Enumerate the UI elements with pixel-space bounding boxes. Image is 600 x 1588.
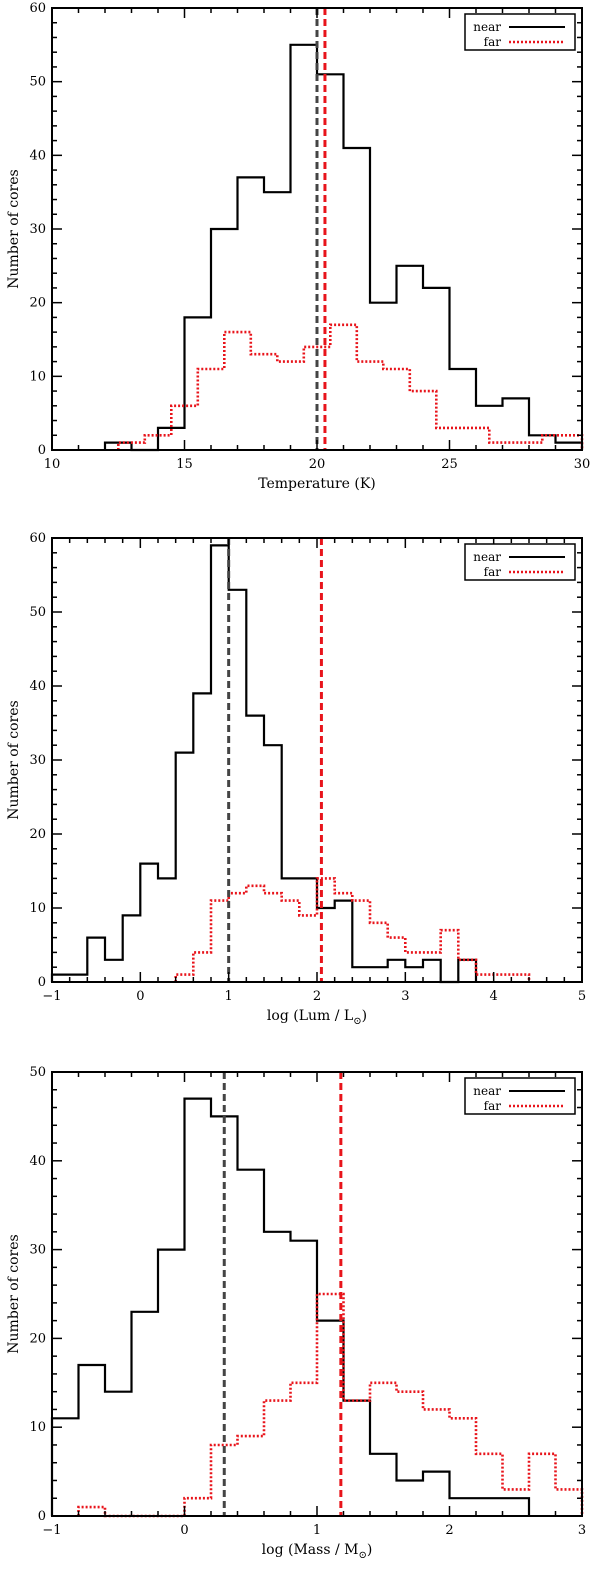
y-tick-label: 20: [29, 827, 46, 842]
legend-box: [464, 1077, 576, 1115]
x-tick-label: 30: [574, 457, 591, 472]
legend-label-near: near: [473, 550, 501, 564]
near-histogram-series: [50, 544, 478, 984]
y-tick-label: 40: [29, 148, 46, 163]
x-tick-label: 4: [490, 989, 498, 1004]
x-tick-label: 1: [313, 1523, 321, 1538]
legend-label-near: near: [473, 20, 501, 34]
near-histogram-series: [103, 43, 584, 452]
y-tick-label: 30: [29, 753, 46, 768]
x-tick-label: −1: [42, 989, 61, 1004]
x-tick-label: 20: [309, 457, 326, 472]
y-tick-label: 50: [29, 75, 46, 90]
y-tick-label: 30: [29, 1243, 46, 1258]
y-tick-label: 0: [38, 443, 46, 458]
y-tick-label: 10: [29, 369, 46, 384]
y-axis-title: Number of cores: [6, 700, 22, 819]
y-tick-label: 60: [29, 531, 46, 546]
far-histogram-series: [77, 1292, 584, 1518]
x-tick-label: 2: [313, 989, 321, 1004]
x-axis-title: Temperature (K): [258, 476, 376, 492]
x-axis-title: log (Lum / L⊙): [267, 1008, 367, 1027]
y-tick-label: 30: [29, 222, 46, 237]
y-tick-label: 40: [29, 1154, 46, 1169]
far-histogram-series: [174, 877, 531, 982]
x-tick-label: 3: [578, 1523, 586, 1538]
x-tick-label: 15: [176, 457, 193, 472]
x-tick-label: 0: [180, 1523, 188, 1538]
x-tick-label: 2: [445, 1523, 453, 1538]
x-tick-label: −1: [42, 1523, 61, 1538]
x-tick-label: 25: [441, 457, 458, 472]
y-tick-label: 20: [29, 296, 46, 311]
legend-box: [464, 13, 576, 51]
y-tick-label: 50: [29, 1065, 46, 1080]
x-tick-label: 0: [136, 989, 144, 1004]
y-tick-label: 10: [29, 1420, 46, 1435]
y-tick-label: 0: [38, 1509, 46, 1524]
legend-label-far: far: [484, 565, 502, 579]
y-tick-label: 40: [29, 679, 46, 694]
near-histogram-series: [50, 1097, 531, 1516]
x-tick-label: 5: [578, 989, 586, 1004]
y-tick-label: 10: [29, 901, 46, 916]
y-axis-title: Number of cores: [6, 1234, 22, 1353]
y-axis-title: Number of cores: [6, 169, 22, 288]
y-tick-label: 20: [29, 1331, 46, 1346]
legend-label-far: far: [484, 1099, 502, 1113]
x-axis-title: log (Mass / M⊙): [262, 1542, 373, 1561]
x-tick-label: 3: [401, 989, 409, 1004]
y-tick-label: 0: [38, 975, 46, 990]
x-tick-label: 10: [44, 457, 61, 472]
y-tick-label: 50: [29, 605, 46, 620]
legend-box: [464, 543, 576, 581]
x-tick-label: 1: [225, 989, 233, 1004]
legend-label-far: far: [484, 35, 502, 49]
y-tick-label: 60: [29, 1, 46, 16]
legend-label-near: near: [473, 1084, 501, 1098]
far-histogram-series: [117, 323, 584, 450]
